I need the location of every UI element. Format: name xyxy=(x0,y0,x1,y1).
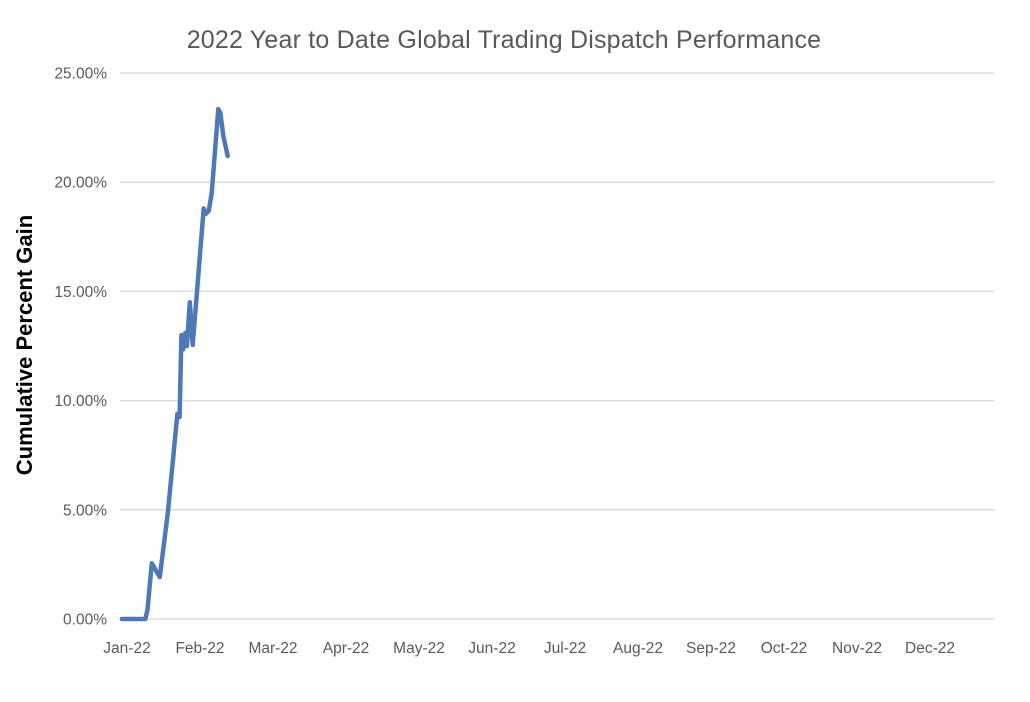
chart-title: 2022 Year to Date Global Trading Dispatc… xyxy=(186,26,822,54)
x-tick-label: Feb-22 xyxy=(175,640,224,657)
x-tick-label: May-22 xyxy=(393,640,445,657)
y-tick-label: 15.00% xyxy=(54,284,107,301)
x-tick-label: Nov-22 xyxy=(832,640,882,657)
y-tick-label: 5.00% xyxy=(63,502,107,519)
y-tick-label: 10.00% xyxy=(54,393,107,410)
y-tick-label: 0.00% xyxy=(63,612,107,629)
x-tick-label: Dec-22 xyxy=(905,640,955,657)
y-tick-label: 25.00% xyxy=(54,66,107,83)
x-tick-label: Apr-22 xyxy=(323,640,370,657)
x-tick-label: Jan-22 xyxy=(103,640,150,657)
x-tick-label: Jun-22 xyxy=(468,640,515,657)
x-tick-label: Aug-22 xyxy=(613,640,663,657)
x-tick-label: Jul-22 xyxy=(544,640,586,657)
data-series-line xyxy=(119,106,230,622)
x-tick-label: Sep-22 xyxy=(686,640,736,657)
y-tick-label: 20.00% xyxy=(54,175,107,192)
x-tick-label: Mar-22 xyxy=(248,640,297,657)
x-tick-label: Oct-22 xyxy=(761,640,808,657)
